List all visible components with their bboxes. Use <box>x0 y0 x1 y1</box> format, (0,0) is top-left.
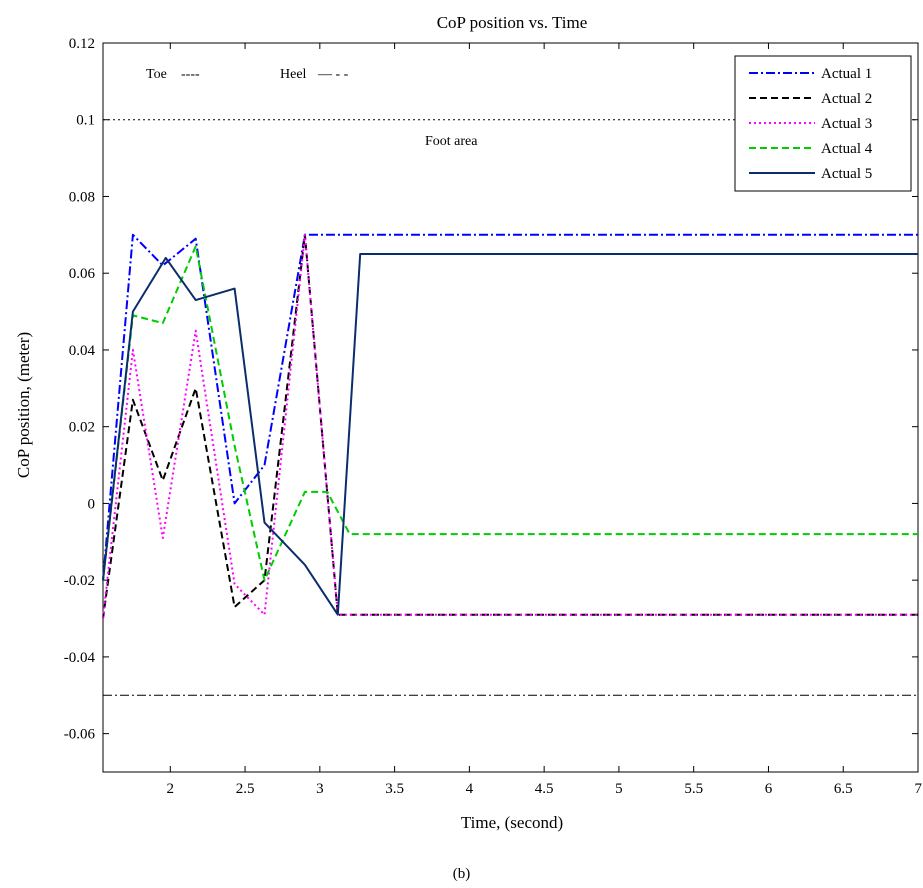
chart-title: CoP position vs. Time <box>437 13 588 32</box>
y-tick-label: 0.02 <box>69 420 95 436</box>
heel-annotation-label: Heel <box>280 67 307 82</box>
foot-area-label: Foot area <box>425 134 478 149</box>
y-tick-label: 0.08 <box>69 189 95 205</box>
heel-annotation-marker: — - - <box>317 67 349 82</box>
y-tick-label: 0 <box>88 496 96 512</box>
y-tick-label: 0.12 <box>69 36 95 52</box>
series-line-5 <box>102 253 918 616</box>
y-tick-label: 0.1 <box>76 113 95 129</box>
y-tick-label: -0.06 <box>64 727 96 743</box>
x-tick-label: 3 <box>316 781 324 797</box>
series-line-1 <box>102 233 918 581</box>
x-tick-label: 5.5 <box>684 781 703 797</box>
legend-label: Actual 3 <box>821 116 872 132</box>
legend-label: Actual 1 <box>821 66 872 82</box>
figure-caption: (b) <box>452 866 471 882</box>
series-line-4 <box>102 245 918 582</box>
x-tick-label: 6 <box>765 781 773 797</box>
x-tick-label: 7 <box>915 781 923 797</box>
x-tick-label: 2.5 <box>236 781 255 797</box>
plot-area: -0.06 -0.04 -0.02 0 0.02 0.04 0.06 0.08 0.1 0.12 2… <box>64 36 923 797</box>
legend-label: Actual 4 <box>821 141 873 157</box>
x-tick-label: 4.5 <box>535 781 554 797</box>
toe-annotation-marker: ---- <box>181 67 200 82</box>
x-tick-label: 3.5 <box>385 781 404 797</box>
toe-annotation-label: Toe <box>146 67 167 82</box>
y-tick-label: -0.02 <box>64 573 95 589</box>
plot-frame <box>102 42 919 773</box>
x-axis-title: Time, (second) <box>461 813 563 832</box>
legend: Actual 1 Actual 2 Actual 3 Actual 4 Actual 5 <box>734 55 912 192</box>
series-line-3 <box>102 233 918 619</box>
legend-label: Actual 5 <box>821 166 872 182</box>
y-tick-label: -0.04 <box>64 650 96 666</box>
x-tick-label: 5 <box>615 781 623 797</box>
x-tick-label: 6.5 <box>834 781 853 797</box>
y-tick-label: 0.06 <box>69 266 96 282</box>
y-tick-label: 0.04 <box>69 343 96 359</box>
x-tick-label: 2 <box>167 781 175 797</box>
legend-label: Actual 2 <box>821 91 872 107</box>
x-tick-label: 4 <box>466 781 474 797</box>
y-axis-title: CoP position, (meter) <box>14 332 33 478</box>
